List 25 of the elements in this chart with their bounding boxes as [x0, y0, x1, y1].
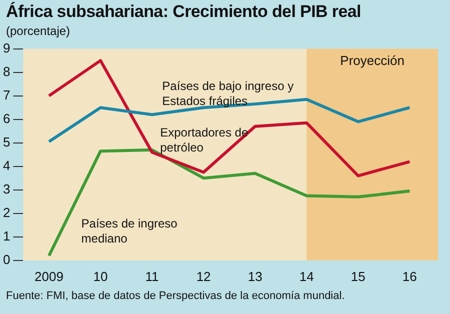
y-tick-label: 7	[2, 87, 10, 102]
series-label: Países de bajo ingreso y Estados frágiles	[162, 78, 294, 108]
x-tick-label: 15	[350, 268, 366, 284]
band-label: Proyección	[340, 52, 404, 68]
y-tick-label: 3	[2, 181, 10, 196]
x-tick-label: 16	[402, 268, 417, 284]
x-tick-label: 10	[93, 268, 108, 284]
y-tick-label: 2	[2, 204, 10, 220]
x-tick-label: 14	[299, 268, 314, 284]
y-tick-label: 5	[2, 134, 10, 150]
x-tick-label: 2009	[34, 268, 64, 284]
x-tick-label: 12	[196, 268, 211, 284]
y-tick-label: 1	[2, 228, 10, 244]
series-label: Exportadores de petróleo	[160, 125, 248, 154]
y-tick-label: 9	[2, 40, 10, 56]
y-tick-label: 4	[2, 158, 10, 173]
y-tick-label: 0	[2, 252, 10, 267]
x-tick-label: 11	[145, 268, 159, 284]
x-tick-label: 13	[248, 268, 262, 284]
y-tick-label: 8	[2, 64, 10, 79]
series-label: Países de ingreso mediano	[81, 216, 178, 246]
source-note: Fuente: FMI, base de datos de Perspectivas de la economía mundial.	[6, 290, 345, 302]
y-tick-label: 6	[2, 110, 10, 126]
chart-title: África subsahariana: Crecimiento del PIB real	[6, 2, 361, 22]
y-axis-title: (porcentaje)	[6, 24, 70, 38]
